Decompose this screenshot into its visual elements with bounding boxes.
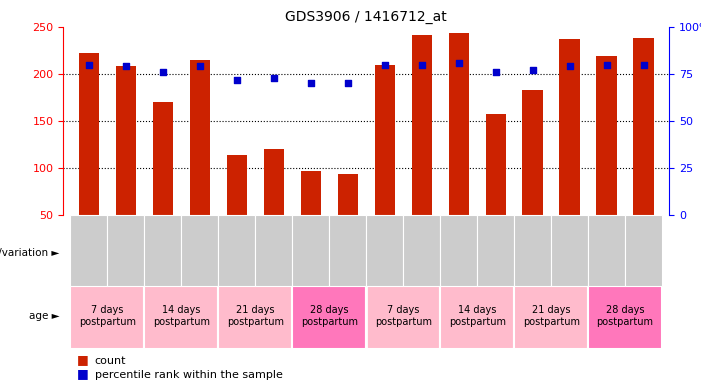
Point xyxy=(231,76,243,83)
Bar xyxy=(329,215,366,286)
Bar xyxy=(255,215,292,286)
Bar xyxy=(219,282,292,349)
Bar xyxy=(79,53,99,215)
Bar xyxy=(71,282,144,349)
Bar xyxy=(514,215,551,286)
Bar xyxy=(374,65,395,215)
Bar xyxy=(107,215,144,286)
Point xyxy=(342,80,353,86)
Bar xyxy=(71,227,366,280)
Bar xyxy=(486,114,506,215)
Bar xyxy=(292,282,366,349)
Point xyxy=(527,67,538,73)
Bar xyxy=(338,174,358,215)
Bar xyxy=(182,215,219,286)
Bar xyxy=(292,215,329,286)
Point xyxy=(194,63,205,70)
Bar xyxy=(514,282,588,349)
Bar xyxy=(153,102,173,215)
Bar xyxy=(634,38,654,215)
Bar xyxy=(226,155,247,215)
Point xyxy=(379,61,390,68)
Point xyxy=(601,61,612,68)
Bar xyxy=(625,215,662,286)
Point xyxy=(305,80,316,86)
Bar xyxy=(559,39,580,215)
Text: 14 days
postpartum: 14 days postpartum xyxy=(449,305,505,327)
Point xyxy=(121,63,132,70)
Bar xyxy=(366,215,403,286)
Point xyxy=(638,61,649,68)
Bar xyxy=(522,90,543,215)
Text: 7 days
postpartum: 7 days postpartum xyxy=(79,305,136,327)
Bar xyxy=(144,215,182,286)
Text: ■: ■ xyxy=(77,353,89,366)
Bar xyxy=(144,282,219,349)
Bar xyxy=(219,215,255,286)
Bar xyxy=(403,215,440,286)
Text: ■: ■ xyxy=(77,367,89,380)
Bar xyxy=(449,33,469,215)
Text: count: count xyxy=(95,356,126,366)
Bar xyxy=(301,171,321,215)
Text: wild type: wild type xyxy=(190,247,247,260)
Bar xyxy=(264,149,284,215)
Point xyxy=(157,69,168,75)
Text: 14 days
postpartum: 14 days postpartum xyxy=(153,305,210,327)
Point xyxy=(268,74,280,81)
Text: genotype/variation ►: genotype/variation ► xyxy=(0,248,60,258)
Point xyxy=(416,61,428,68)
Text: Ubb-/- knockout: Ubb-/- knockout xyxy=(465,247,564,260)
Point xyxy=(490,69,501,75)
Text: 21 days
postpartum: 21 days postpartum xyxy=(227,305,284,327)
Bar xyxy=(477,215,514,286)
Text: 21 days
postpartum: 21 days postpartum xyxy=(523,305,580,327)
Text: age ►: age ► xyxy=(29,311,60,321)
Bar xyxy=(551,215,588,286)
Point xyxy=(564,63,576,70)
Bar xyxy=(597,56,617,215)
Bar xyxy=(116,66,136,215)
Bar xyxy=(440,282,514,349)
Bar xyxy=(71,215,107,286)
Text: 28 days
postpartum: 28 days postpartum xyxy=(301,305,358,327)
Point xyxy=(453,60,464,66)
Bar xyxy=(588,282,662,349)
Bar xyxy=(190,60,210,215)
Text: percentile rank within the sample: percentile rank within the sample xyxy=(95,370,283,380)
Bar xyxy=(366,227,662,280)
Bar xyxy=(366,282,440,349)
Bar xyxy=(588,215,625,286)
Bar xyxy=(440,215,477,286)
Point xyxy=(83,61,95,68)
Bar xyxy=(411,35,432,215)
Text: 7 days
postpartum: 7 days postpartum xyxy=(375,305,432,327)
Title: GDS3906 / 1416712_at: GDS3906 / 1416712_at xyxy=(285,10,447,25)
Text: 28 days
postpartum: 28 days postpartum xyxy=(597,305,653,327)
